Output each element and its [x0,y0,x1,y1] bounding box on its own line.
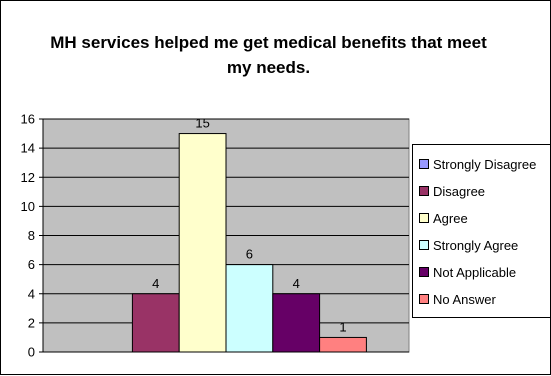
bar-no-answer [319,336,367,353]
legend-item-agree: Agree [419,209,468,227]
y-tick-label: 14 [21,141,35,156]
legend-swatch [419,159,429,169]
y-tick-label: 10 [21,199,35,214]
legend-label: No Answer [433,291,496,307]
legend-label: Disagree [433,183,486,199]
data-label: 6 [246,247,253,262]
legend-item-strongly-disagree: Strongly Disagree [419,155,536,173]
legend-item-not-applicable: Not Applicable [419,263,516,281]
data-label: 15 [195,116,209,131]
data-label: 4 [293,276,300,291]
legend-item-strongly-agree: Strongly Agree [419,236,518,254]
y-tick-label: 8 [28,228,35,243]
y-tick-label: 2 [28,315,35,330]
y-tick-label: 4 [28,286,35,301]
legend-swatch [419,294,429,304]
legend-swatch [419,240,429,250]
legend: Strongly Disagree Disagree Agree Strongl… [412,144,551,318]
legend-label: Strongly Agree [433,237,519,253]
y-tick-label: 12 [21,170,35,185]
legend-label: Not Applicable [433,264,517,280]
legend-label: Agree [433,210,468,226]
legend-swatch [419,267,429,277]
bar-not-applicable [272,293,321,353]
bar-disagree [131,293,180,353]
legend-swatch [419,186,429,196]
legend-label: Strongly Disagree [433,156,537,172]
bars [131,133,367,353]
y-tick-label: 6 [28,257,35,272]
legend-swatch [419,213,429,223]
chart-title: MH services helped me get medical benefi… [50,33,487,77]
legend-item-no-answer: No Answer [419,290,496,308]
bar-strongly-agree [225,264,274,353]
bar-agree [178,133,227,353]
data-label: 1 [339,319,346,334]
legend-item-disagree: Disagree [419,182,485,200]
data-labels: 4 15 6 4 1 [152,116,346,335]
data-label: 4 [152,276,159,291]
y-tick-label: 16 [21,112,35,127]
y-tick-label: 0 [28,345,35,360]
